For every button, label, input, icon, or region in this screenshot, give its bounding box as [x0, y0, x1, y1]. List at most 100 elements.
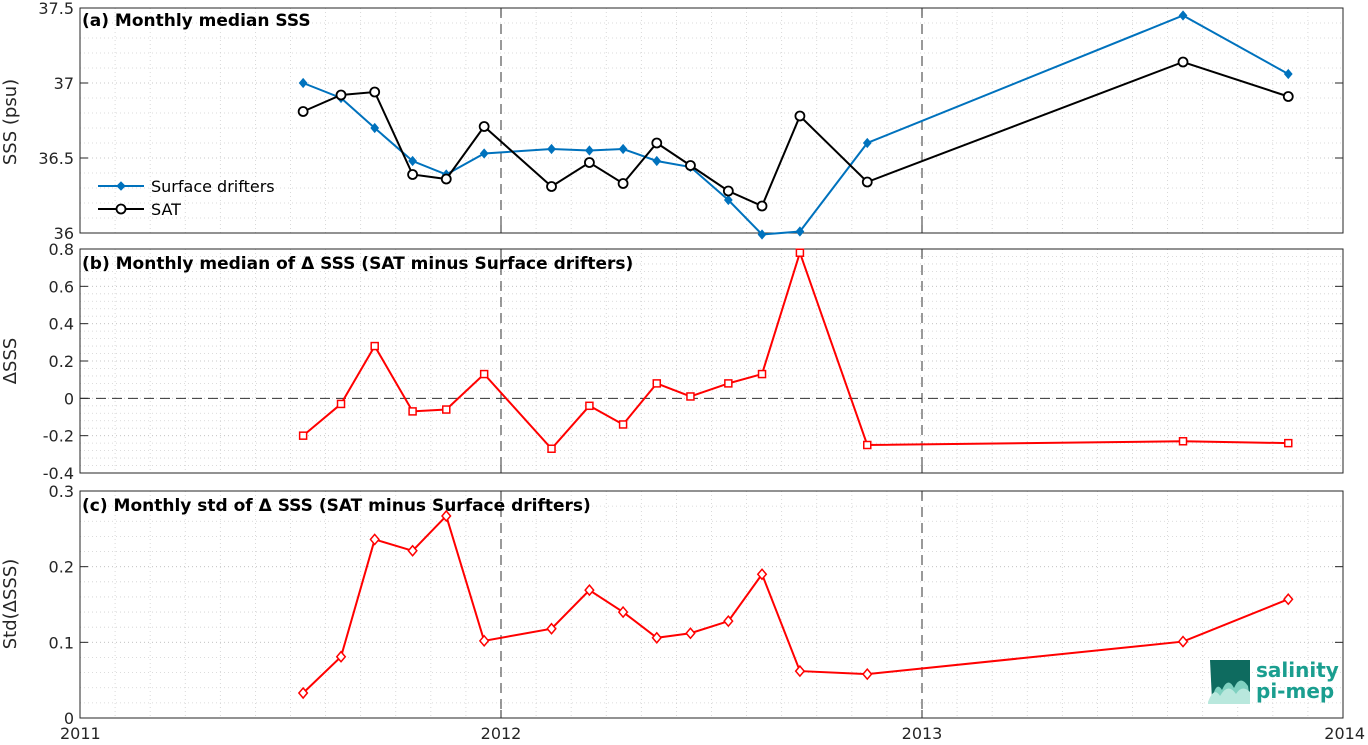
legend-label-surface-drifters: Surface drifters: [151, 177, 275, 196]
data-point: [1178, 437, 1188, 446]
data-point: [861, 176, 873, 188]
y-tick-label: 36: [54, 224, 74, 243]
data-point: [757, 229, 767, 240]
data-point: [863, 440, 872, 450]
y-tick-label: 0.4: [49, 315, 74, 334]
data-point: [1284, 438, 1293, 448]
salinity-pi-mep-logo: salinity pi-mep: [1208, 658, 1339, 704]
data-point: [369, 533, 380, 546]
data-point: [335, 89, 347, 101]
data-point: [441, 509, 452, 523]
y-tick-label: 37: [54, 74, 74, 93]
data-point: [408, 407, 417, 416]
panel-b: (b) Monthly median of Δ SSS (SAT minus S…: [0, 240, 1344, 483]
data-point: [547, 143, 556, 155]
data-point: [724, 379, 733, 388]
data-point: [546, 622, 557, 635]
data-point: [369, 86, 381, 98]
x-tick-label: 2013: [902, 724, 943, 743]
data-point: [757, 369, 767, 379]
data-point: [478, 634, 490, 647]
panel-c: (c) Monthly std of Δ SSS (SAT minus Surf…: [0, 482, 1365, 743]
panel-0-plot-layer: [79, 7, 1344, 240]
data-point: [723, 194, 733, 206]
data-point: [298, 77, 308, 89]
y-tick-label: 0.2: [49, 352, 74, 371]
data-point: [756, 200, 768, 212]
data-point: [794, 664, 806, 678]
y-tick-label: 0.8: [49, 240, 74, 259]
data-point: [651, 137, 663, 149]
x-tick-label: 2012: [481, 724, 522, 743]
data-point: [685, 627, 696, 640]
data-point: [407, 169, 418, 180]
legend-marker-sat: [115, 203, 127, 215]
y-tick-label: 0.2: [49, 558, 74, 577]
axes-box: [79, 7, 1344, 234]
logo-text-pi-mep: pi-mep: [1256, 679, 1334, 703]
y-tick-label: 0: [64, 389, 74, 408]
data-point: [478, 121, 490, 132]
data-point: [722, 185, 734, 197]
data-point: [1177, 635, 1189, 648]
data-point: [370, 122, 380, 134]
data-point: [584, 583, 595, 597]
y-tick-label: -0.4: [43, 464, 74, 483]
panel-b-title: (b) Monthly median of Δ SSS (SAT minus S…: [82, 254, 633, 274]
data-point: [547, 444, 556, 453]
data-point: [1283, 593, 1294, 606]
y-tick-label: 0.1: [49, 633, 74, 652]
y-tick-label: 0.3: [49, 482, 74, 501]
data-point: [442, 405, 451, 414]
panel-c-title: (c) Monthly std of Δ SSS (SAT minus Surf…: [82, 496, 591, 516]
panel-a-legend: Surface drifters SAT: [98, 177, 275, 219]
panel-c-ylabel: Std(ΔSSS): [0, 559, 21, 650]
data-point: [618, 420, 628, 429]
legend-label-sat: SAT: [151, 200, 181, 219]
data-point: [652, 155, 662, 167]
y-tick-label: 0.6: [49, 277, 74, 296]
data-point: [685, 160, 696, 171]
data-point: [546, 181, 557, 192]
data-point: [298, 431, 308, 440]
y-tick-label: 0: [64, 709, 74, 728]
data-point: [651, 631, 663, 644]
x-tick-label: 2014: [1324, 724, 1365, 743]
data-point: [617, 178, 629, 189]
data-point: [1282, 91, 1294, 102]
data-point: [686, 392, 695, 401]
panel-1-plot-layer: [79, 248, 1344, 474]
y-tick-label: 36.5: [38, 149, 74, 168]
data-point: [335, 650, 347, 663]
y-tick-label: -0.2: [43, 427, 74, 446]
panel-2-plot-layer: [79, 490, 1344, 719]
logo-text-salinity: salinity: [1256, 658, 1339, 682]
data-point: [297, 106, 309, 117]
data-point: [794, 110, 806, 122]
data-point: [336, 399, 346, 409]
data-point: [618, 143, 628, 155]
data-point: [584, 157, 595, 168]
data-point: [795, 226, 805, 237]
data-point: [1283, 68, 1293, 80]
y-tick-label: 37.5: [38, 0, 74, 18]
logo-wave-icon: [1208, 660, 1250, 704]
axes-box: [79, 490, 1344, 719]
panel-a: (a) Monthly median SSS SSS (psu) Surface…: [0, 0, 1344, 243]
x-tick-label: 2011: [60, 724, 101, 743]
data-point: [723, 614, 734, 628]
data-point: [862, 137, 872, 149]
data-point: [370, 341, 379, 351]
data-point: [617, 605, 629, 619]
data-point: [652, 379, 662, 388]
data-point: [408, 155, 417, 167]
panel-a-title: (a) Monthly median SSS: [82, 11, 311, 31]
data-point: [479, 369, 489, 379]
data-point: [585, 401, 594, 411]
data-point: [407, 544, 418, 557]
data-point: [1178, 10, 1188, 21]
data-point: [795, 248, 805, 257]
data-point: [862, 667, 873, 681]
